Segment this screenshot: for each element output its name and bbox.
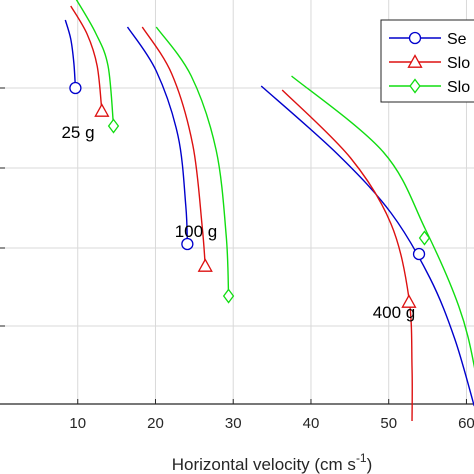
x-tick-label: 20 bbox=[147, 415, 164, 432]
x-tick-label: 30 bbox=[225, 415, 242, 432]
legend-label-1: Se bbox=[447, 31, 467, 48]
x-tick-label: 10 bbox=[69, 415, 86, 432]
circle-marker bbox=[412, 247, 426, 261]
x-tick-label: 50 bbox=[380, 415, 397, 432]
diamond-marker bbox=[107, 118, 120, 134]
x-tick-label: 60 bbox=[458, 415, 474, 432]
group-label: 100 g bbox=[175, 222, 218, 241]
x-axis-label: Horizontal velocity (cm s-1) bbox=[172, 451, 373, 474]
group-label: 25 g bbox=[61, 123, 94, 142]
group-label: 400 g bbox=[373, 303, 416, 322]
series-line-1 bbox=[64, 19, 77, 89]
diamond-marker bbox=[409, 78, 421, 94]
triangle-marker bbox=[94, 103, 110, 117]
legend: Se Slo Slo bbox=[380, 19, 474, 103]
series-line-1 bbox=[126, 26, 189, 245]
triangle-marker bbox=[407, 54, 423, 68]
group-labels: 25 g 100 g 400 g bbox=[61, 123, 415, 322]
x-axis-label-main: Horizontal velocity (cm s bbox=[172, 455, 356, 474]
series-line-2 bbox=[281, 89, 413, 422]
axes: 10 20 30 40 50 60 bbox=[0, 87, 474, 432]
series-line-2 bbox=[141, 26, 206, 267]
legend-label-3: Slo bbox=[447, 79, 470, 96]
x-axis-label-close: ) bbox=[367, 455, 373, 474]
triangle-marker bbox=[401, 294, 417, 308]
series-line-3 bbox=[291, 75, 474, 369]
circle-marker bbox=[181, 237, 194, 251]
series-line-3 bbox=[155, 26, 230, 297]
triangle-marker bbox=[197, 258, 213, 272]
circle-marker bbox=[408, 31, 422, 45]
series-line-3 bbox=[75, 0, 115, 127]
x-tick-label: 40 bbox=[303, 415, 320, 432]
x-axis-label-superscript: -1 bbox=[356, 451, 367, 465]
circle-marker bbox=[69, 81, 82, 95]
legend-label-2: Slo bbox=[447, 55, 470, 72]
legend-box bbox=[380, 19, 474, 103]
diamond-marker bbox=[418, 230, 431, 246]
series-line-2 bbox=[70, 5, 103, 112]
curves bbox=[64, 0, 474, 422]
series-line-1 bbox=[260, 85, 474, 407]
diamond-marker bbox=[222, 288, 235, 304]
